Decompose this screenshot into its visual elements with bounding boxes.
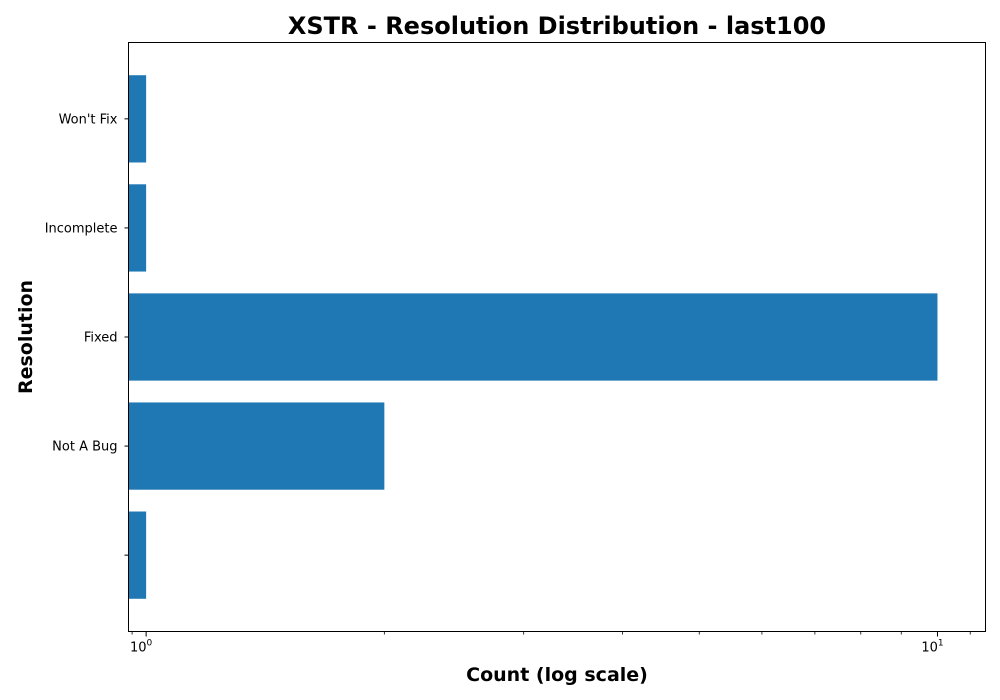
y-tick-label: Not A Bug <box>52 440 117 455</box>
y-tick-label: Won't Fix <box>59 112 118 127</box>
bar <box>128 402 385 490</box>
bar <box>128 75 147 163</box>
bar <box>128 293 938 381</box>
y-tick-label: Incomplete <box>45 221 118 236</box>
x-axis-label: Count (log scale) <box>466 664 648 686</box>
chart-title: XSTR - Resolution Distribution - last100 <box>288 12 826 40</box>
y-tick-label: Fixed <box>84 331 118 346</box>
x-tick-label: 100 <box>130 639 153 656</box>
bars-group <box>128 75 938 599</box>
x-tick-label: 101 <box>921 639 943 656</box>
y-axis-ticks: Not A Bug Fixed Incomplete Won't Fix <box>45 112 129 556</box>
x-axis-ticks: 100 101 <box>130 631 971 656</box>
bar <box>128 184 147 272</box>
bar <box>128 511 147 599</box>
y-axis-label: Resolution <box>15 280 37 394</box>
